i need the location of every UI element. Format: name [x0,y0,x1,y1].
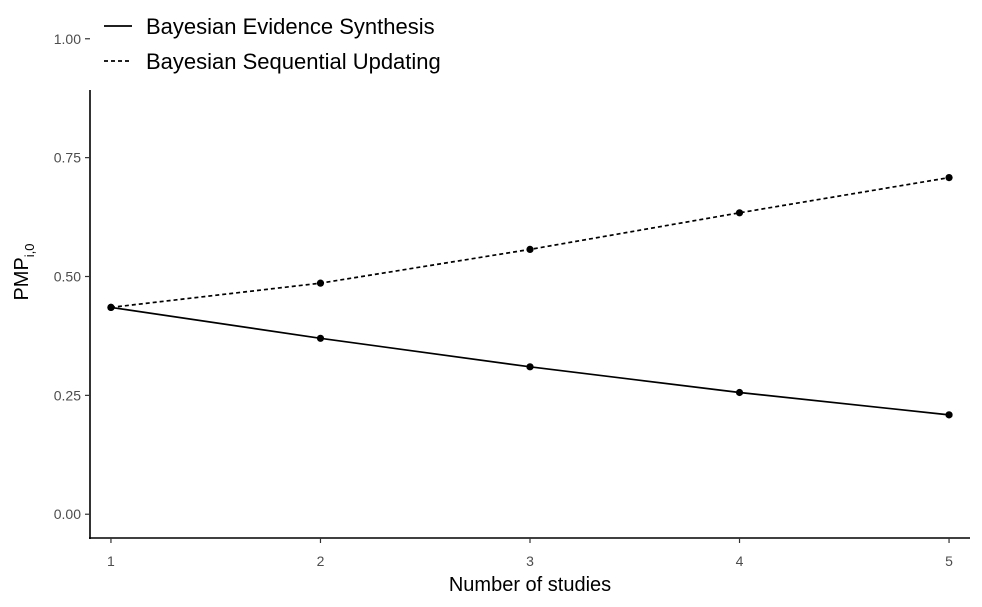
y-tick-label: 0.00 [54,506,81,522]
series-1-point [945,411,953,419]
series-line-1 [110,306,950,416]
y-tick-label: 0.75 [54,150,81,166]
y-axis-title-subscript: i,0 [22,243,37,257]
legend-label-2: Bayesian Sequential Updating [146,49,441,74]
legend: Bayesian Evidence Synthesis Bayesian Sequ… [104,14,441,74]
x-tick-label: 5 [945,553,953,569]
y-tick-label: 1.00 [54,31,81,47]
series-2-point [316,279,325,287]
series-2-point [945,174,953,182]
y-tick-label: 0.50 [54,269,81,285]
legend-item-2: Bayesian Sequential Updating [104,49,441,74]
plot-area [107,174,953,419]
x-tick-label: 2 [317,553,325,569]
x-tick-label: 4 [736,553,744,569]
series-1-point [735,388,744,397]
y-axis: 0.00 0.25 0.50 0.75 1.00 [54,31,91,539]
series-2-point [526,245,534,253]
y-tick-label: 0.25 [54,387,81,403]
legend-label-1: Bayesian Evidence Synthesis [146,14,435,39]
series-1-point [316,334,325,342]
legend-item-1: Bayesian Evidence Synthesis [104,14,435,39]
x-tick-label: 1 [107,553,115,569]
series-2-point [107,303,115,312]
series-2-point [735,209,744,217]
y-axis-title: PMPi,0 [11,243,37,300]
series-1-point [526,363,534,371]
x-axis-title: Number of studies [449,574,611,596]
y-axis-title-main: PMP [11,257,33,300]
x-tick-label: 3 [526,553,534,569]
x-axis: 1 2 3 4 5 [89,537,970,569]
series-line-2 [110,176,950,309]
